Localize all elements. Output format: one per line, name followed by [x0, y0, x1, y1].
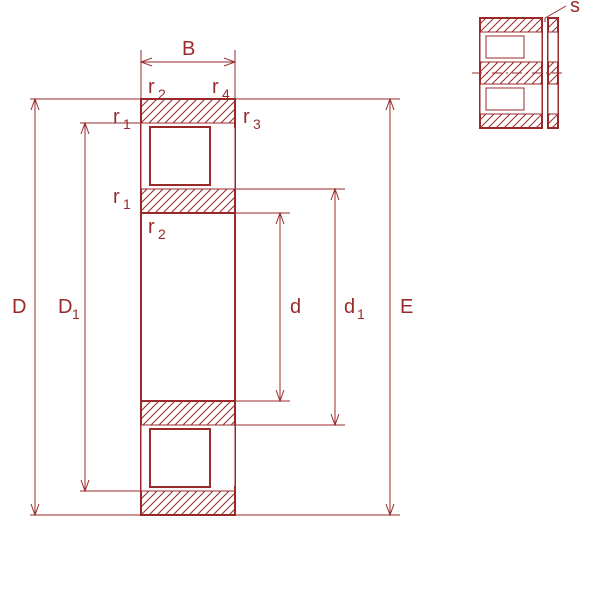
svg-text:d: d [344, 296, 355, 318]
main-section-view [131, 99, 235, 515]
svg-text:1: 1 [357, 306, 365, 322]
label-d: d [290, 296, 301, 318]
inset-view [472, 6, 566, 128]
label-d1: d 1 [344, 296, 365, 322]
label-D1: D 1 [58, 296, 80, 322]
dim-E [235, 99, 400, 515]
svg-text:r: r [113, 106, 120, 128]
label-r2-inner: r 2 [148, 216, 166, 242]
label-r3: r 3 [243, 106, 261, 132]
svg-text:1: 1 [123, 116, 131, 132]
dim-d-bore [235, 213, 290, 401]
svg-text:2: 2 [158, 86, 166, 102]
label-s: s [570, 0, 580, 17]
svg-text:2: 2 [158, 226, 166, 242]
svg-text:r: r [243, 106, 250, 128]
svg-text:r: r [212, 76, 219, 98]
svg-text:r: r [148, 76, 155, 98]
label-D: D [12, 296, 26, 318]
svg-text:3: 3 [253, 116, 261, 132]
label-E: E [400, 296, 413, 318]
svg-text:1: 1 [72, 306, 80, 322]
svg-text:r: r [113, 186, 120, 208]
svg-text:4: 4 [222, 86, 230, 102]
svg-text:r: r [148, 216, 155, 238]
bearing-cross-section-diagram: s [0, 0, 600, 600]
svg-text:D: D [58, 296, 72, 318]
svg-text:1: 1 [123, 196, 131, 212]
dim-D1 [80, 123, 141, 491]
label-r1-lower: r 1 [113, 186, 131, 212]
label-r1-upper: r 1 [113, 106, 131, 132]
label-B: B [182, 38, 195, 60]
